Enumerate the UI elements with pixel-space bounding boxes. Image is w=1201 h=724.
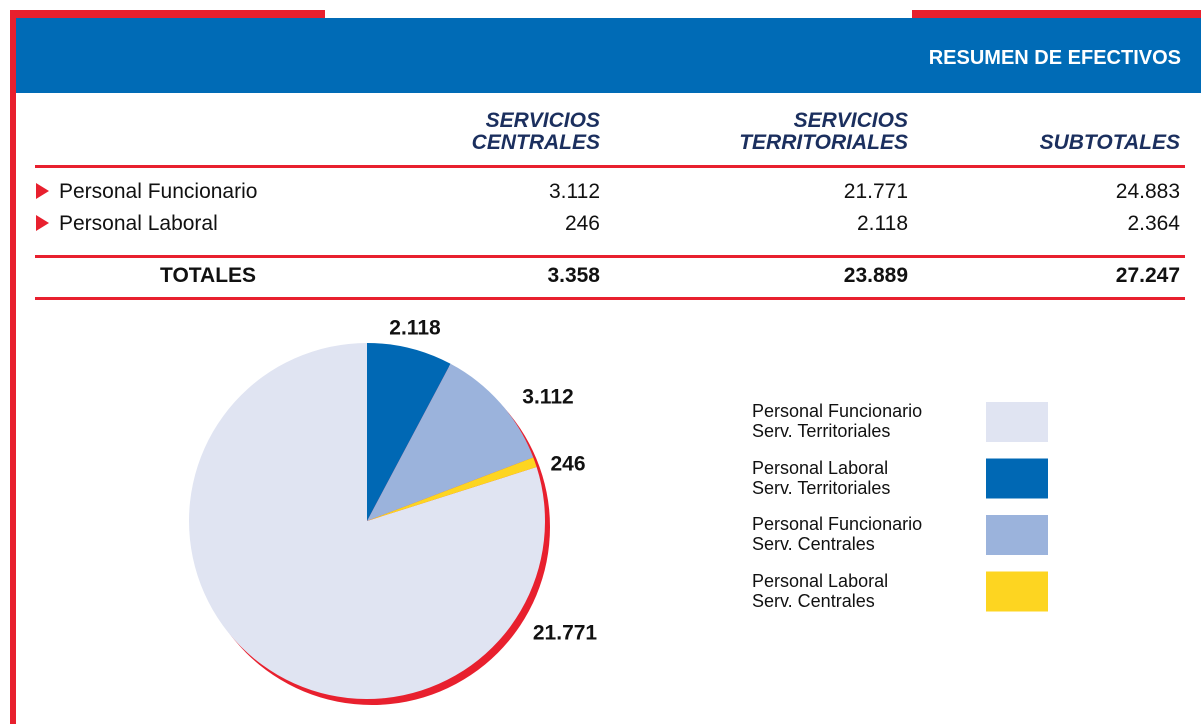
column-header: SERVICIOS CENTRALES <box>471 109 600 154</box>
header-band <box>16 18 1201 93</box>
top-red-bar <box>912 10 1201 18</box>
cell: 2.118 <box>857 212 908 235</box>
total: 27.247 <box>1115 264 1180 287</box>
legend-swatch <box>986 571 1048 612</box>
slice-label: 2.118 <box>389 317 441 340</box>
pie-slice <box>367 457 537 521</box>
total: 3.358 <box>547 264 600 287</box>
legend-label: Personal Funcionario Serv. Territoriales <box>752 401 923 441</box>
column-header: SUBTOTALES <box>1039 131 1180 154</box>
total: 23.889 <box>843 264 908 287</box>
slice-label: 3.112 <box>522 386 573 409</box>
table-rule <box>35 297 1185 300</box>
slice-label: 246 <box>550 453 585 476</box>
header-title: RESUMEN DE EFECTIVOS <box>928 47 1181 69</box>
legend-label: Personal Funcionario Serv. Centrales <box>752 514 923 554</box>
cell: 246 <box>564 212 600 235</box>
pie-slice <box>367 363 534 521</box>
pie-slice <box>367 343 451 521</box>
cell: 3.112 <box>549 180 600 203</box>
slice-label: 21.771 <box>533 622 598 645</box>
column-header: SERVICIOS TERRITORIALES <box>739 109 908 154</box>
row-marker <box>36 215 49 231</box>
cell: 24.883 <box>1115 180 1180 203</box>
legend-label: Personal Laboral Serv. Territoriales <box>752 457 891 498</box>
legend-swatch <box>986 458 1048 499</box>
totals-label: TOTALES <box>160 264 257 287</box>
row-label: Personal Laboral <box>59 212 218 235</box>
table-rule <box>35 255 1185 258</box>
left-red-bar <box>10 10 16 724</box>
legend-label: Personal Laboral Serv. Centrales <box>752 570 889 611</box>
row-marker <box>36 183 49 199</box>
table-rule <box>35 165 1185 168</box>
legend-swatch <box>986 402 1048 442</box>
row-label: Personal Funcionario <box>59 180 258 203</box>
legend-swatch <box>986 515 1048 555</box>
top-red-bar <box>10 10 325 18</box>
cell: 2.364 <box>1127 212 1180 235</box>
cell: 21.771 <box>843 180 908 203</box>
